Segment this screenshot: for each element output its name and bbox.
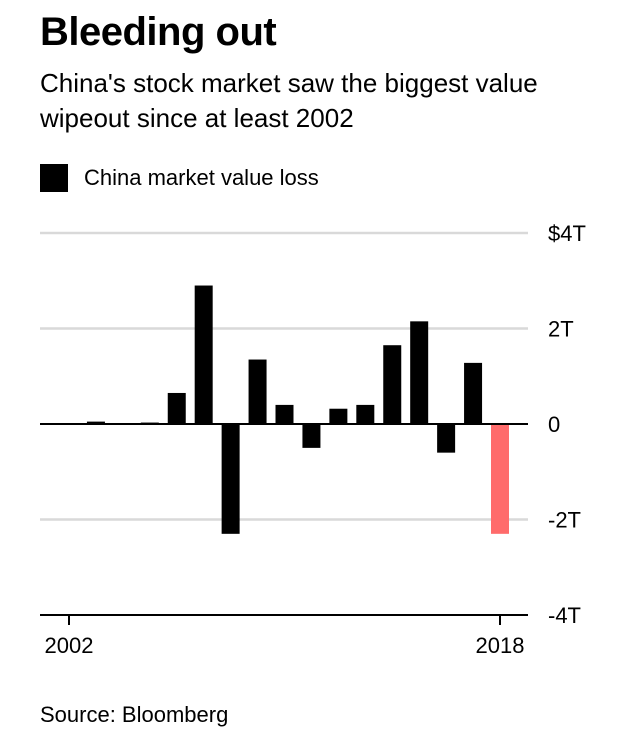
y-tick-label: $4T [548,221,586,246]
bar [302,424,321,448]
bar [491,424,509,534]
y-tick-label: 0 [548,412,560,437]
bar [464,362,483,424]
source-note: Source: Bloomberg [40,702,229,727]
bar [194,285,213,424]
bar [356,404,375,424]
bar [275,404,294,424]
bar [86,421,105,424]
bar [437,424,456,453]
bar [167,392,186,424]
bar [383,345,402,424]
y-tick-label: 2T [548,317,574,342]
x-tick-label: 2002 [45,633,94,658]
legend-label: China market value loss [84,165,319,190]
chart-title: Bleeding out [40,10,277,54]
bar [410,321,429,424]
chart-subtitle: China's stock market saw the biggest val… [40,68,538,133]
legend: China market value loss [40,164,319,192]
legend-swatch [40,164,68,192]
y-tick-label: -2T [548,508,581,533]
x-tick-label: 2018 [476,633,525,658]
bar [221,424,240,534]
bar [248,359,267,424]
y-tick-label: -4T [548,603,581,628]
bar [329,408,348,424]
